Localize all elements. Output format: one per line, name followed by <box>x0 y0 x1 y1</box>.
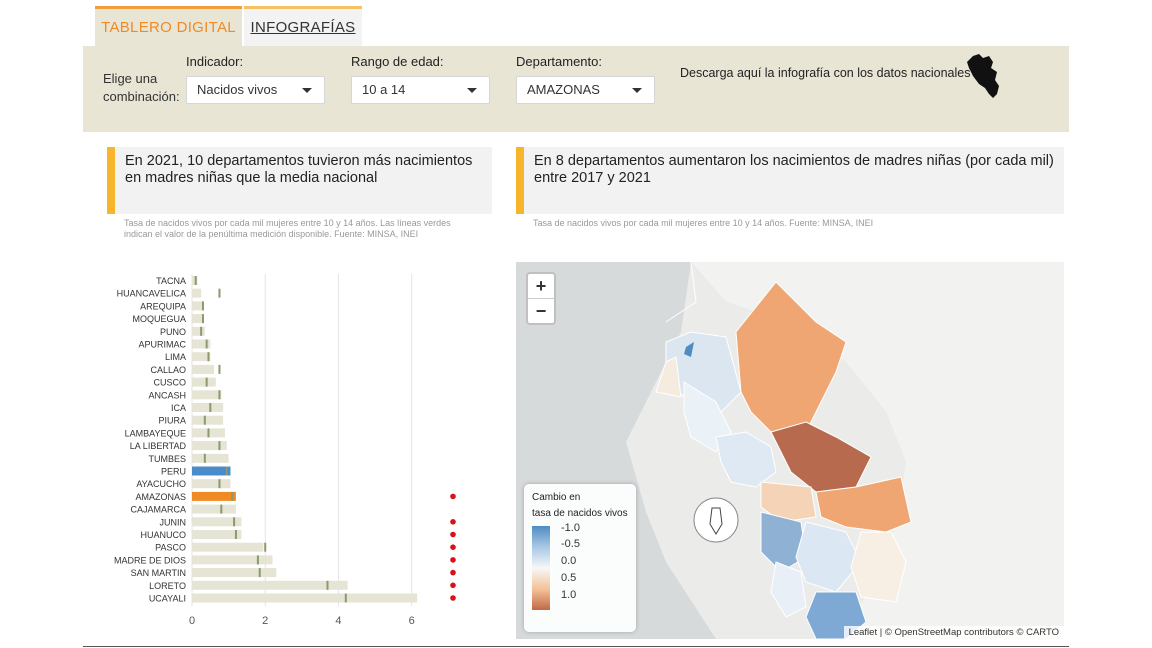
bar[interactable] <box>192 580 348 590</box>
bar[interactable] <box>192 352 211 362</box>
zoom-control: + − <box>526 272 556 325</box>
category-label: JUNIN <box>160 517 187 527</box>
chevron-down-icon <box>302 88 312 93</box>
map-legend: Cambio en tasa de nacidos vivos -1.0 -0.… <box>524 484 636 632</box>
age-range-select[interactable]: 10 a 14 <box>351 76 490 104</box>
bar-chart: TACNA HUANCAVELICA AREQUIPA MOQUEGUA PUNO APU… <box>114 274 456 627</box>
choropleth-map[interactable]: + − Cambio en tasa de nacidos vivos -1.0… <box>516 262 1064 639</box>
category-label: MADRE DE DIOS <box>114 555 186 565</box>
download-text[interactable]: Descarga aquí la infografía con los dato… <box>680 66 971 80</box>
indicator-label: Indicador: <box>186 54 244 69</box>
bar[interactable] <box>192 314 203 324</box>
chevron-down-icon <box>467 88 477 93</box>
tab-tablero-digital[interactable]: TABLERO DIGITAL <box>95 6 242 46</box>
above-average-dot <box>450 557 456 563</box>
bar[interactable] <box>192 377 216 387</box>
above-average-dot <box>450 595 456 601</box>
peru-map-icon[interactable] <box>967 54 1001 98</box>
category-label: SAN MARTIN <box>131 568 186 578</box>
category-label: CUSCO <box>153 378 186 388</box>
bar[interactable] <box>192 491 236 501</box>
bottom-divider <box>83 646 1069 647</box>
bar[interactable] <box>192 288 202 298</box>
category-label: ANCASH <box>148 390 186 400</box>
tab-label: TABLERO DIGITAL <box>101 19 236 36</box>
category-label: APURIMAC <box>138 340 186 350</box>
x-tick-label: 6 <box>409 615 415 627</box>
category-label: AREQUIPA <box>140 301 186 311</box>
above-average-dot <box>450 531 456 538</box>
category-label: CALLAO <box>150 365 186 375</box>
bar[interactable] <box>192 441 227 451</box>
category-label: UCAYALI <box>149 594 186 604</box>
bar[interactable] <box>192 555 273 565</box>
category-label: LIMA <box>165 352 186 362</box>
x-tick-label: 2 <box>262 615 268 627</box>
department-select[interactable]: AMAZONAS <box>516 76 655 104</box>
category-label: LORETO <box>149 581 186 591</box>
legend-label: -1.0 <box>561 522 580 534</box>
x-tick-label: 0 <box>189 615 195 627</box>
age-range-label: Rango de edad: <box>351 54 444 69</box>
above-average-dot <box>450 519 456 525</box>
left-source: Tasa de nacidos vivos por cada mil mujer… <box>124 218 451 239</box>
bar[interactable] <box>192 390 222 400</box>
left-headline: En 2021, 10 departamentos tuvieron más n… <box>107 147 492 214</box>
above-average-dot <box>450 582 456 589</box>
zoom-out-button[interactable]: − <box>535 301 547 321</box>
bar[interactable] <box>192 326 205 336</box>
bar[interactable] <box>192 568 277 578</box>
tab-label: INFOGRAFÍAS <box>250 19 356 36</box>
x-tick-label: 4 <box>335 615 341 627</box>
bar[interactable] <box>192 301 203 311</box>
control-bar: Elige una combinación: Indicador: Nacido… <box>83 46 1069 132</box>
bar[interactable] <box>192 466 231 476</box>
category-label: MOQUEGUA <box>132 314 186 324</box>
legend-label: 0.0 <box>561 555 577 567</box>
legend-title: Cambio en tasa de nacidos vivos <box>532 492 628 519</box>
bar[interactable] <box>192 542 264 552</box>
bar[interactable] <box>192 453 229 463</box>
category-label: AYACUCHO <box>136 479 186 489</box>
map-canvas[interactable] <box>516 262 1064 639</box>
category-label: ICA <box>171 403 186 413</box>
right-source: Tasa de nacidos vivos por cada mil mujer… <box>533 218 874 228</box>
bar[interactable] <box>192 530 242 539</box>
chevron-down-icon <box>632 88 642 93</box>
category-label: HUANUCO <box>140 530 186 540</box>
category-label: PERU <box>161 467 186 477</box>
indicator-select[interactable]: Nacidos vivos <box>186 76 325 104</box>
legend-gradient <box>532 526 550 610</box>
category-label: PASCO <box>155 543 186 553</box>
map-attribution[interactable]: Leaflet | © OpenStreetMap contributors ©… <box>843 626 1064 639</box>
category-label: TUMBES <box>148 454 186 464</box>
right-headline: En 8 departamentos aumentaron los nacimi… <box>516 147 1064 214</box>
bar[interactable] <box>192 339 211 349</box>
bar[interactable] <box>192 593 418 603</box>
category-label: AMAZONAS <box>135 492 186 502</box>
bar[interactable] <box>192 364 214 374</box>
category-label: LAMBAYEQUE <box>125 428 186 438</box>
bar[interactable] <box>192 479 231 489</box>
zoom-in-button[interactable]: + <box>528 274 554 299</box>
above-average-dot <box>450 493 456 500</box>
category-label: CAJAMARCA <box>130 505 186 515</box>
category-label: HUANCAVELICA <box>117 289 186 299</box>
bar[interactable] <box>192 504 236 514</box>
category-label: LA LIBERTAD <box>130 441 187 451</box>
department-label: Departamento: <box>516 54 602 69</box>
category-label: TACNA <box>156 276 186 286</box>
bar[interactable] <box>192 415 224 425</box>
tab-infografias[interactable]: INFOGRAFÍAS <box>244 6 362 46</box>
above-average-dot <box>450 544 456 550</box>
bar[interactable] <box>192 517 242 527</box>
legend-label: 1.0 <box>561 589 577 601</box>
legend-label: -0.5 <box>561 538 580 550</box>
bar[interactable] <box>192 403 224 412</box>
category-label: PIURA <box>158 416 186 426</box>
category-label: PUNO <box>160 327 186 337</box>
intro-label: Elige una combinación: <box>103 71 180 104</box>
above-average-dot <box>450 569 456 576</box>
legend-label: 0.5 <box>561 572 577 584</box>
